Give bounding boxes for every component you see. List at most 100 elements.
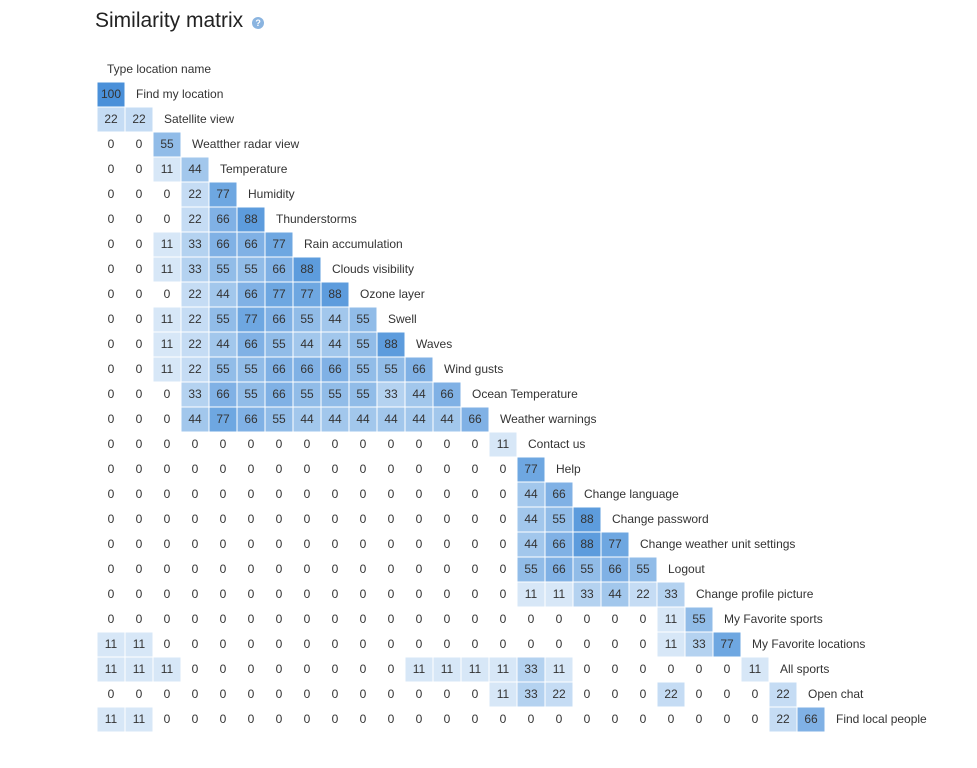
heatmap-cell-value: 0	[135, 512, 143, 526]
heatmap-cell: 0	[349, 457, 377, 482]
heatmap-cell-value: 0	[163, 687, 171, 701]
heatmap-cell-value: 0	[107, 337, 115, 351]
heatmap-cell: 0	[153, 432, 181, 457]
heatmap-cell-value: 22	[188, 287, 202, 301]
heatmap-cell: 0	[741, 707, 769, 732]
heatmap-cell-value: 0	[219, 637, 227, 651]
heatmap-cell: 0	[181, 607, 209, 632]
row-label: Weatther radar view	[192, 137, 300, 151]
heatmap-cell: 55	[349, 332, 377, 357]
heatmap-cell-value: 0	[107, 612, 115, 626]
heatmap-cell-value: 0	[163, 412, 171, 426]
heatmap-cell-value: 77	[216, 187, 230, 201]
heatmap-cell-value: 0	[443, 462, 451, 476]
heatmap-cell-value: 0	[135, 362, 143, 376]
heatmap-cell: 11	[125, 657, 153, 682]
heatmap-cell-value: 0	[443, 637, 451, 651]
heatmap-cell-value: 0	[415, 462, 423, 476]
heatmap-cell: 0	[125, 407, 153, 432]
heatmap-cell: 44	[181, 407, 209, 432]
heatmap-cell-value: 55	[160, 137, 174, 151]
heatmap-cell: 0	[489, 532, 517, 557]
heatmap-cell: 0	[489, 607, 517, 632]
heatmap-cell: 0	[237, 432, 265, 457]
heatmap-cell: 0	[125, 507, 153, 532]
heatmap-cell-value: 0	[219, 562, 227, 576]
heatmap-cell: 0	[573, 632, 601, 657]
help-icon[interactable]: ?	[252, 16, 265, 29]
heatmap-cell: 0	[377, 707, 405, 732]
heatmap-cell: 0	[153, 282, 181, 307]
heatmap-cell-value: 55	[356, 387, 370, 401]
heatmap-cell-value: 0	[303, 612, 311, 626]
heatmap-cell: 0	[629, 682, 657, 707]
heatmap-cell-value: 55	[300, 312, 314, 326]
heatmap-cell: 22	[769, 682, 797, 707]
heatmap-cell-value: 0	[107, 362, 115, 376]
heatmap-cell: 0	[265, 482, 293, 507]
heatmap-cell-value: 0	[583, 687, 591, 701]
heatmap-cell: 0	[685, 707, 713, 732]
heatmap-cell: 0	[97, 132, 125, 157]
heatmap-cell-value: 0	[219, 662, 227, 676]
heatmap-cell-value: 0	[583, 637, 591, 651]
heatmap-cell-value: 0	[135, 287, 143, 301]
heatmap-cell-value: 0	[135, 412, 143, 426]
heatmap-cell: 0	[349, 482, 377, 507]
heatmap-cell: 0	[265, 532, 293, 557]
heatmap-cell-value: 0	[359, 612, 367, 626]
heatmap-cell-value: 0	[331, 662, 339, 676]
heatmap-cell: 0	[209, 682, 237, 707]
heatmap-cell: 33	[181, 232, 209, 257]
page-title-text: Similarity matrix	[95, 9, 244, 32]
heatmap-cell-value: 66	[272, 312, 286, 326]
heatmap-cell-value: 0	[135, 262, 143, 276]
heatmap-cell: 0	[293, 607, 321, 632]
heatmap-cell-value: 55	[216, 362, 230, 376]
heatmap-cell: 0	[461, 582, 489, 607]
heatmap-cell-value: 0	[163, 387, 171, 401]
heatmap-cell: 66	[209, 207, 237, 232]
heatmap-cell-value: 0	[387, 712, 395, 726]
heatmap-cell-value: 0	[135, 537, 143, 551]
heatmap-cell: 0	[405, 432, 433, 457]
heatmap-cell: 0	[153, 482, 181, 507]
heatmap-cell-value: 0	[443, 562, 451, 576]
heatmap-cell-value: 0	[163, 587, 171, 601]
heatmap-cell-value: 0	[163, 462, 171, 476]
heatmap-cell-value: 0	[359, 537, 367, 551]
heatmap-cell: 0	[125, 282, 153, 307]
heatmap-cell: 0	[321, 607, 349, 632]
heatmap-cell: 0	[125, 607, 153, 632]
heatmap-cell-value: 0	[639, 612, 647, 626]
heatmap-cell: 11	[97, 632, 125, 657]
heatmap-cell: 0	[153, 457, 181, 482]
heatmap-cell-value: 0	[107, 512, 115, 526]
heatmap-cell: 0	[237, 532, 265, 557]
heatmap-cell: 0	[685, 657, 713, 682]
heatmap-cell: 33	[181, 257, 209, 282]
heatmap-cell: 0	[405, 582, 433, 607]
heatmap-cell: 0	[377, 532, 405, 557]
heatmap-cell-value: 0	[107, 262, 115, 276]
heatmap-cell-value: 33	[384, 387, 398, 401]
heatmap-cell: 0	[433, 582, 461, 607]
heatmap-cell: 0	[629, 707, 657, 732]
heatmap-cell: 0	[433, 532, 461, 557]
heatmap-cell: 0	[377, 482, 405, 507]
heatmap-cell-value: 0	[163, 187, 171, 201]
heatmap-cell-value: 0	[191, 662, 199, 676]
heatmap-cell-value: 55	[524, 562, 538, 576]
heatmap-cell-value: 0	[611, 687, 619, 701]
heatmap-cell: 44	[601, 582, 629, 607]
heatmap-cell: 0	[97, 582, 125, 607]
row-label: Logout	[668, 562, 705, 576]
heatmap-cell-value: 0	[275, 562, 283, 576]
heatmap-cell: 44	[433, 407, 461, 432]
heatmap-cell: 11	[517, 582, 545, 607]
heatmap-cell-value: 11	[160, 337, 174, 351]
heatmap-cell-value: 55	[300, 387, 314, 401]
heatmap-cell-value: 0	[639, 637, 647, 651]
heatmap-cell-value: 0	[163, 487, 171, 501]
heatmap-cell-value: 44	[188, 412, 202, 426]
